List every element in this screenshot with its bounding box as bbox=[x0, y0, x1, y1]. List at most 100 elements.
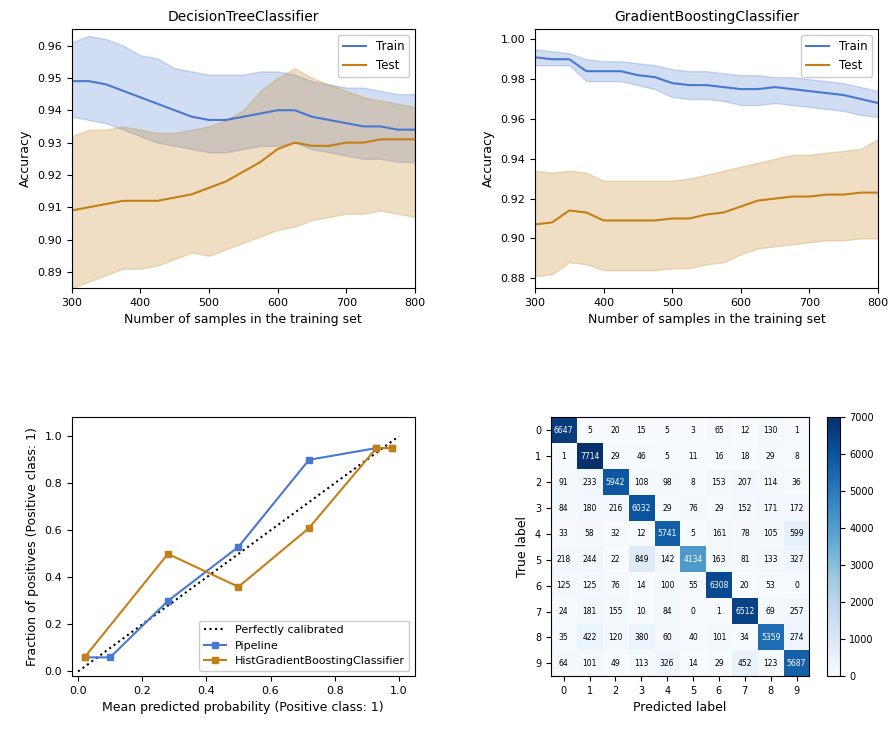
Train bbox=[255, 109, 266, 118]
Text: 6512: 6512 bbox=[735, 607, 754, 616]
Train bbox=[667, 79, 677, 87]
Test bbox=[736, 202, 746, 211]
Train bbox=[684, 81, 694, 90]
Train bbox=[323, 115, 334, 124]
Text: 5: 5 bbox=[665, 426, 669, 435]
Train bbox=[581, 67, 591, 76]
Train bbox=[822, 89, 832, 98]
X-axis label: Number of samples in the training set: Number of samples in the training set bbox=[125, 313, 362, 326]
Text: 5: 5 bbox=[587, 426, 592, 435]
Pipeline bbox=[233, 542, 244, 551]
Test bbox=[306, 141, 317, 150]
X-axis label: Mean predicted probability (Positive class: 1): Mean predicted probability (Positive cla… bbox=[102, 701, 384, 714]
Test bbox=[787, 192, 797, 201]
HistGradientBoostingClassifier bbox=[371, 444, 382, 453]
Text: 233: 233 bbox=[582, 478, 597, 487]
Line: Pipeline: Pipeline bbox=[81, 445, 396, 661]
Text: 326: 326 bbox=[660, 659, 675, 668]
X-axis label: Predicted label: Predicted label bbox=[633, 701, 727, 714]
Test bbox=[255, 157, 266, 166]
Text: 84: 84 bbox=[559, 503, 568, 512]
Text: 33: 33 bbox=[559, 529, 569, 539]
Text: 163: 163 bbox=[711, 555, 726, 564]
Text: 172: 172 bbox=[789, 503, 804, 512]
Line: Train: Train bbox=[535, 57, 878, 103]
Text: 133: 133 bbox=[763, 555, 778, 564]
Text: 3: 3 bbox=[691, 426, 695, 435]
Test bbox=[186, 190, 197, 198]
Text: 84: 84 bbox=[662, 607, 672, 616]
Train bbox=[633, 71, 643, 79]
Text: 101: 101 bbox=[711, 633, 726, 642]
Text: 257: 257 bbox=[789, 607, 804, 616]
Test bbox=[117, 196, 128, 205]
Text: 161: 161 bbox=[711, 529, 726, 539]
Text: 207: 207 bbox=[737, 478, 752, 487]
Text: 108: 108 bbox=[634, 478, 649, 487]
Train bbox=[220, 115, 231, 124]
Text: 6032: 6032 bbox=[632, 503, 651, 512]
Train bbox=[787, 85, 797, 93]
Text: 5942: 5942 bbox=[606, 478, 625, 487]
Test bbox=[323, 141, 334, 150]
Test bbox=[804, 192, 814, 201]
Text: 29: 29 bbox=[610, 452, 620, 461]
Text: 6647: 6647 bbox=[554, 426, 573, 435]
Text: 380: 380 bbox=[634, 633, 649, 642]
Line: Test: Test bbox=[535, 193, 878, 224]
Text: 218: 218 bbox=[556, 555, 571, 564]
Text: 36: 36 bbox=[792, 478, 801, 487]
Text: 105: 105 bbox=[763, 529, 778, 539]
Train bbox=[409, 125, 420, 134]
Test bbox=[667, 214, 677, 223]
Pipeline bbox=[387, 444, 398, 453]
Legend: Train, Test: Train, Test bbox=[338, 35, 409, 76]
Text: 5741: 5741 bbox=[658, 529, 676, 539]
Text: 120: 120 bbox=[608, 633, 623, 642]
Train bbox=[392, 125, 403, 134]
Text: 113: 113 bbox=[634, 659, 649, 668]
Text: 101: 101 bbox=[582, 659, 597, 668]
Train bbox=[753, 85, 763, 93]
Text: 53: 53 bbox=[766, 581, 776, 590]
Train bbox=[719, 83, 729, 92]
Text: 12: 12 bbox=[740, 426, 750, 435]
Text: 91: 91 bbox=[559, 478, 568, 487]
Text: 98: 98 bbox=[662, 478, 672, 487]
Text: 5: 5 bbox=[665, 452, 669, 461]
Test bbox=[272, 145, 283, 154]
Test bbox=[650, 216, 660, 225]
Pipeline bbox=[371, 444, 382, 453]
Y-axis label: True label: True label bbox=[516, 517, 530, 577]
Test bbox=[822, 190, 832, 199]
Text: 32: 32 bbox=[610, 529, 620, 539]
Text: 29: 29 bbox=[662, 503, 672, 512]
Text: 274: 274 bbox=[789, 633, 804, 642]
Test bbox=[169, 193, 180, 202]
Y-axis label: Accuracy: Accuracy bbox=[19, 130, 31, 187]
Text: 114: 114 bbox=[763, 478, 778, 487]
Text: 422: 422 bbox=[582, 633, 597, 642]
Test bbox=[409, 135, 420, 144]
Text: 14: 14 bbox=[636, 581, 646, 590]
Line: Train: Train bbox=[72, 81, 415, 129]
Pipeline bbox=[105, 653, 116, 662]
Test bbox=[719, 208, 729, 217]
X-axis label: Number of samples in the training set: Number of samples in the training set bbox=[588, 313, 825, 326]
Test bbox=[220, 177, 231, 186]
Pipeline bbox=[304, 456, 314, 465]
HistGradientBoostingClassifier bbox=[162, 550, 173, 559]
Test bbox=[203, 184, 214, 193]
Text: 46: 46 bbox=[636, 452, 646, 461]
Test bbox=[530, 220, 540, 229]
Text: 181: 181 bbox=[582, 607, 597, 616]
Text: 40: 40 bbox=[688, 633, 698, 642]
Text: 15: 15 bbox=[636, 426, 646, 435]
Text: 153: 153 bbox=[711, 478, 726, 487]
Text: 69: 69 bbox=[766, 607, 776, 616]
Text: 29: 29 bbox=[714, 659, 724, 668]
Train bbox=[616, 67, 626, 76]
Text: 171: 171 bbox=[763, 503, 778, 512]
Text: 60: 60 bbox=[662, 633, 672, 642]
Text: 18: 18 bbox=[740, 452, 750, 461]
